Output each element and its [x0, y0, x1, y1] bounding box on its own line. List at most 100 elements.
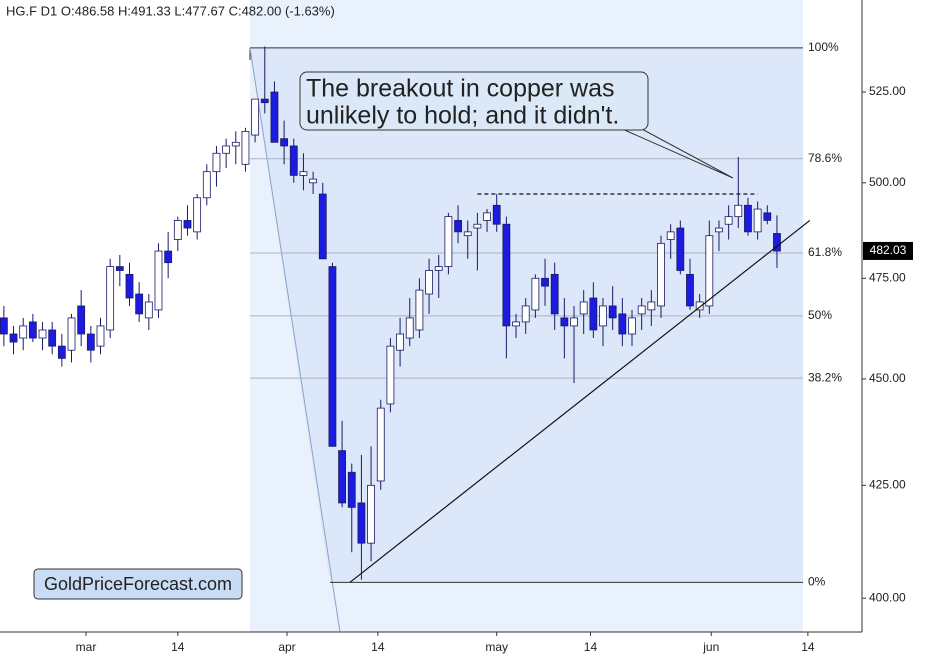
candle-body: [9, 333, 18, 343]
candle-body: [19, 325, 28, 339]
fib-diagonal: [249, 47, 341, 633]
x-tick-label: may: [485, 640, 508, 654]
candle-body: [492, 204, 501, 225]
candle-body: [289, 145, 298, 176]
candle-body: [647, 301, 656, 311]
candle-body: [531, 277, 540, 311]
candle-body: [637, 305, 646, 315]
y-tick-label: 475.00: [869, 270, 906, 284]
candle-body: [260, 98, 269, 104]
candle-body: [318, 193, 327, 260]
fib-label: 50%: [808, 308, 832, 322]
candle-body: [628, 317, 636, 335]
candle-body: [695, 301, 704, 311]
candle-body: [309, 178, 318, 184]
y-tick-label: 500.00: [869, 175, 906, 189]
candle-body: [502, 223, 511, 327]
trend-line: [349, 219, 811, 583]
candle-body: [347, 471, 356, 508]
candle-body: [512, 321, 520, 327]
y-tick-label: 450.00: [869, 371, 906, 385]
candle-body: [144, 301, 153, 319]
candle-body: [270, 91, 279, 143]
candle-body: [96, 325, 105, 347]
candle-body: [579, 301, 588, 315]
candle-body: [396, 333, 404, 351]
candle-body: [135, 293, 144, 315]
candle-body: [386, 345, 395, 405]
candle-body: [541, 277, 549, 287]
candle-body: [463, 231, 472, 237]
candle-body: [715, 227, 723, 233]
candle-body: [589, 297, 598, 331]
candle-body: [38, 329, 47, 339]
candle-body: [415, 289, 424, 331]
candle-body: [28, 321, 37, 339]
candle-body: [48, 329, 57, 347]
watermark: GoldPriceForecast.com: [44, 574, 232, 594]
candle-body: [357, 502, 366, 544]
watermark-box: [33, 568, 243, 600]
candle-body: [686, 273, 694, 307]
candle-body: [444, 216, 453, 267]
candle-body: [202, 171, 211, 199]
candle-body: [376, 407, 385, 482]
fib-label: 0%: [808, 575, 826, 589]
callout-box: [299, 71, 649, 131]
candle-body: [241, 131, 250, 165]
candle-body: [0, 317, 8, 335]
candle-body: [666, 231, 675, 240]
candle-body: [183, 220, 192, 229]
candle-body: [705, 235, 714, 307]
candle-body: [434, 266, 443, 271]
candle-body: [57, 345, 66, 359]
candle-body: [173, 220, 182, 240]
candle-body: [212, 152, 221, 173]
candle-body: [599, 305, 607, 327]
x-tick-label: 14: [584, 640, 598, 654]
x-tick-label: jun: [702, 640, 719, 654]
y-tick-label: 425.00: [869, 478, 906, 492]
fib-label: 78.6%: [808, 151, 842, 165]
candle-body: [608, 305, 617, 319]
x-tick-label: 14: [801, 640, 815, 654]
candle-body: [338, 450, 346, 504]
candle-body: [106, 266, 115, 331]
candle-body: [724, 216, 733, 225]
candle-body: [657, 242, 665, 307]
candle-body: [773, 233, 781, 252]
candle-body: [328, 266, 337, 447]
candle-body: [618, 313, 627, 335]
candle-body: [425, 270, 433, 295]
fib-label: 61.8%: [808, 245, 842, 259]
candle-body: [154, 250, 163, 311]
candle-body: [231, 141, 240, 147]
candle-body: [86, 333, 95, 351]
header: HG.F D1 O:486.58 H:491.33 L:477.67 C:482…: [6, 3, 335, 18]
candle-body: [193, 197, 202, 233]
fib-label: 38.2%: [808, 370, 842, 384]
annotation: unlikely to hold; and it didn't.: [306, 102, 619, 130]
candle-body: [77, 305, 86, 335]
x-tick-label: mar: [76, 640, 97, 654]
candle-body: [763, 212, 772, 221]
candle-body: [405, 317, 414, 339]
y-tick-label: 400.00: [869, 590, 906, 604]
fib-label: 100%: [808, 40, 839, 54]
candle-body: [744, 204, 752, 233]
candle-body: [521, 305, 530, 323]
candle-body: [734, 204, 743, 218]
candle-body: [115, 266, 124, 271]
annotation: The breakout in copper was: [306, 75, 615, 103]
candle-body: [454, 220, 462, 233]
candle-body: [251, 98, 260, 136]
candle-body: [550, 273, 559, 315]
candle-body: [222, 145, 231, 154]
x-tick-label: apr: [278, 640, 295, 654]
x-tick-label: 14: [171, 640, 185, 654]
candle-body: [125, 273, 134, 299]
candle-body: [676, 227, 685, 271]
candle-body: [299, 171, 308, 176]
price-tag: [863, 241, 913, 260]
